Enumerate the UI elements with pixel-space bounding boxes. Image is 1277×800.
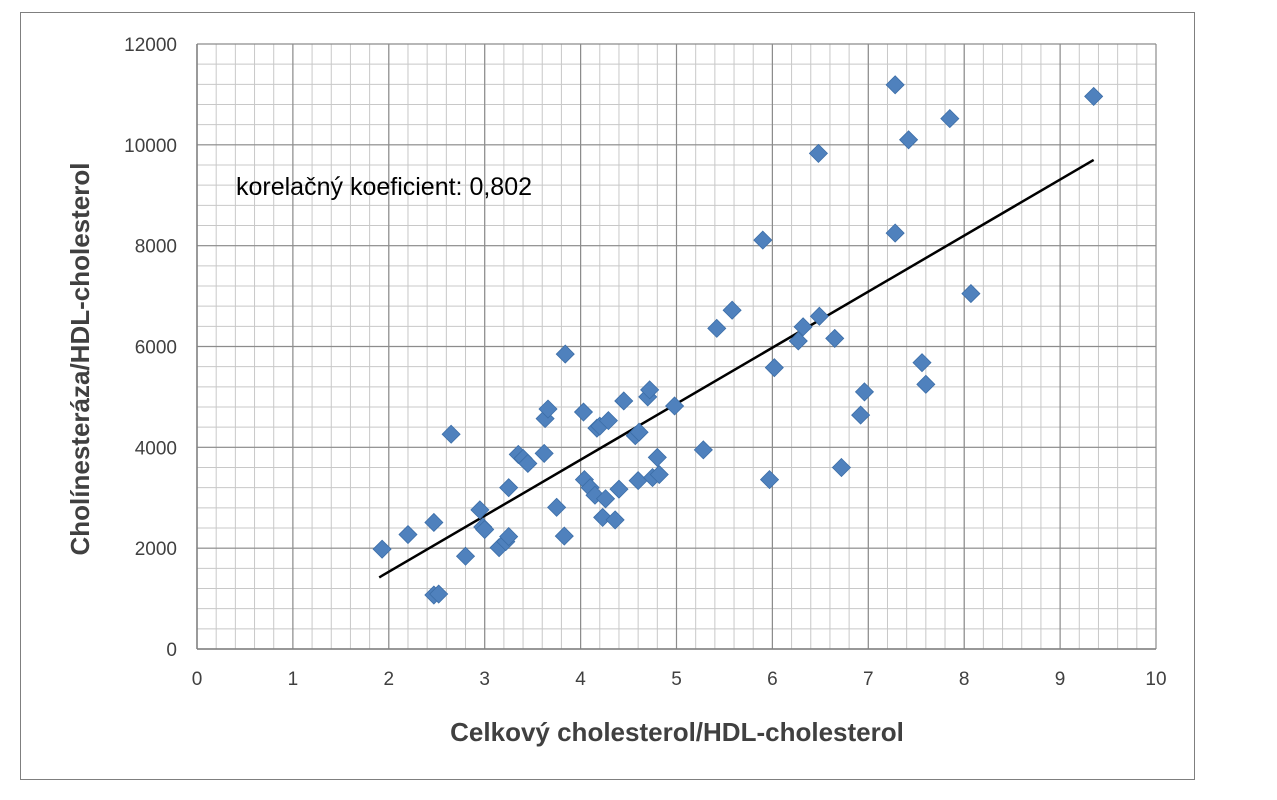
chart-frame: 0 1 2 3 4 5 6 7 8 9 10 0 2000 4000 6000 8000 10000 12000…: [20, 12, 1195, 780]
data-point: [753, 230, 773, 250]
data-point: [854, 382, 875, 402]
y-tick-label: 6000: [135, 338, 177, 359]
data-point: [555, 344, 575, 364]
y-tick-label: 0: [166, 640, 177, 661]
data-point: [1084, 86, 1104, 106]
data-point: [398, 524, 418, 545]
y-tick-label: 2000: [135, 539, 177, 560]
data-point: [647, 447, 667, 467]
data-point: [593, 507, 613, 527]
data-point: [429, 584, 449, 604]
trendline-group: [378, 158, 1095, 579]
correlation-annotation: korelačný koeficient: 0,802: [236, 173, 532, 201]
data-point: [788, 331, 808, 351]
data-point: [885, 223, 905, 243]
data-point: [372, 539, 392, 559]
data-point: [547, 497, 567, 517]
data-point: [665, 396, 685, 416]
data-point: [595, 489, 616, 509]
data-point: [424, 512, 444, 533]
major-gridlines: [196, 43, 1157, 650]
data-point: [940, 109, 960, 129]
x-tick-label: 1: [288, 669, 299, 690]
data-point: [793, 317, 813, 337]
x-tick-label: 5: [671, 669, 682, 690]
data-point: [916, 374, 936, 394]
x-tick-label: 7: [863, 669, 874, 690]
trendline: [378, 158, 1095, 579]
x-tick-label: 4: [575, 669, 586, 690]
data-point: [912, 353, 932, 373]
x-tick-label: 8: [959, 669, 970, 690]
data-point: [764, 358, 784, 378]
x-tick-label: 9: [1055, 669, 1066, 690]
axes: [196, 44, 1156, 650]
data-point: [851, 405, 871, 425]
x-axis-label: Celkový cholesterol/HDL-cholesterol: [450, 717, 904, 747]
data-point: [825, 328, 845, 348]
scatter-chart: 0 1 2 3 4 5 6 7 8 9 10 0 2000 4000 6000 8000 10000 12000…: [65, 35, 1167, 747]
x-tick-labels: 0 1 2 3 4 5 6 7 8 9 10: [192, 669, 1167, 690]
data-point: [899, 130, 919, 150]
data-point: [707, 318, 727, 338]
data-point: [629, 422, 649, 442]
data-point: [441, 424, 461, 444]
data-point: [499, 478, 519, 498]
data-point: [609, 479, 629, 499]
y-tick-label: 8000: [135, 237, 177, 258]
data-point: [885, 75, 905, 95]
data-point: [961, 283, 981, 304]
data-point: [628, 471, 648, 491]
data-point: [809, 306, 829, 326]
data-points: [372, 75, 1104, 605]
data-point: [759, 470, 780, 490]
data-point: [573, 402, 594, 422]
x-tick-label: 3: [479, 669, 490, 690]
x-tick-label: 2: [384, 669, 395, 690]
data-point: [455, 546, 476, 566]
data-point: [640, 380, 660, 400]
y-tick-labels: 0 2000 4000 6000 8000 10000 12000: [124, 35, 177, 661]
data-point: [598, 411, 618, 431]
x-tick-label: 0: [192, 669, 203, 690]
y-axis-label: Cholínesteráza/HDL-cholesterol: [65, 163, 95, 556]
data-point: [554, 526, 574, 546]
y-tick-label: 12000: [124, 35, 177, 56]
data-point: [605, 510, 625, 530]
data-point: [518, 453, 538, 474]
data-point: [614, 391, 634, 411]
data-point: [475, 519, 495, 540]
data-point: [534, 443, 554, 463]
data-point: [722, 300, 742, 320]
data-point: [649, 464, 669, 485]
data-point: [499, 527, 519, 547]
y-tick-label: 4000: [135, 438, 177, 459]
data-point: [831, 457, 852, 478]
data-point: [470, 500, 490, 520]
data-point: [808, 143, 828, 163]
y-tick-label: 10000: [124, 136, 177, 157]
x-tick-label: 6: [767, 669, 778, 690]
x-tick-label: 10: [1145, 669, 1166, 690]
data-point: [538, 399, 558, 419]
data-point: [693, 440, 713, 460]
